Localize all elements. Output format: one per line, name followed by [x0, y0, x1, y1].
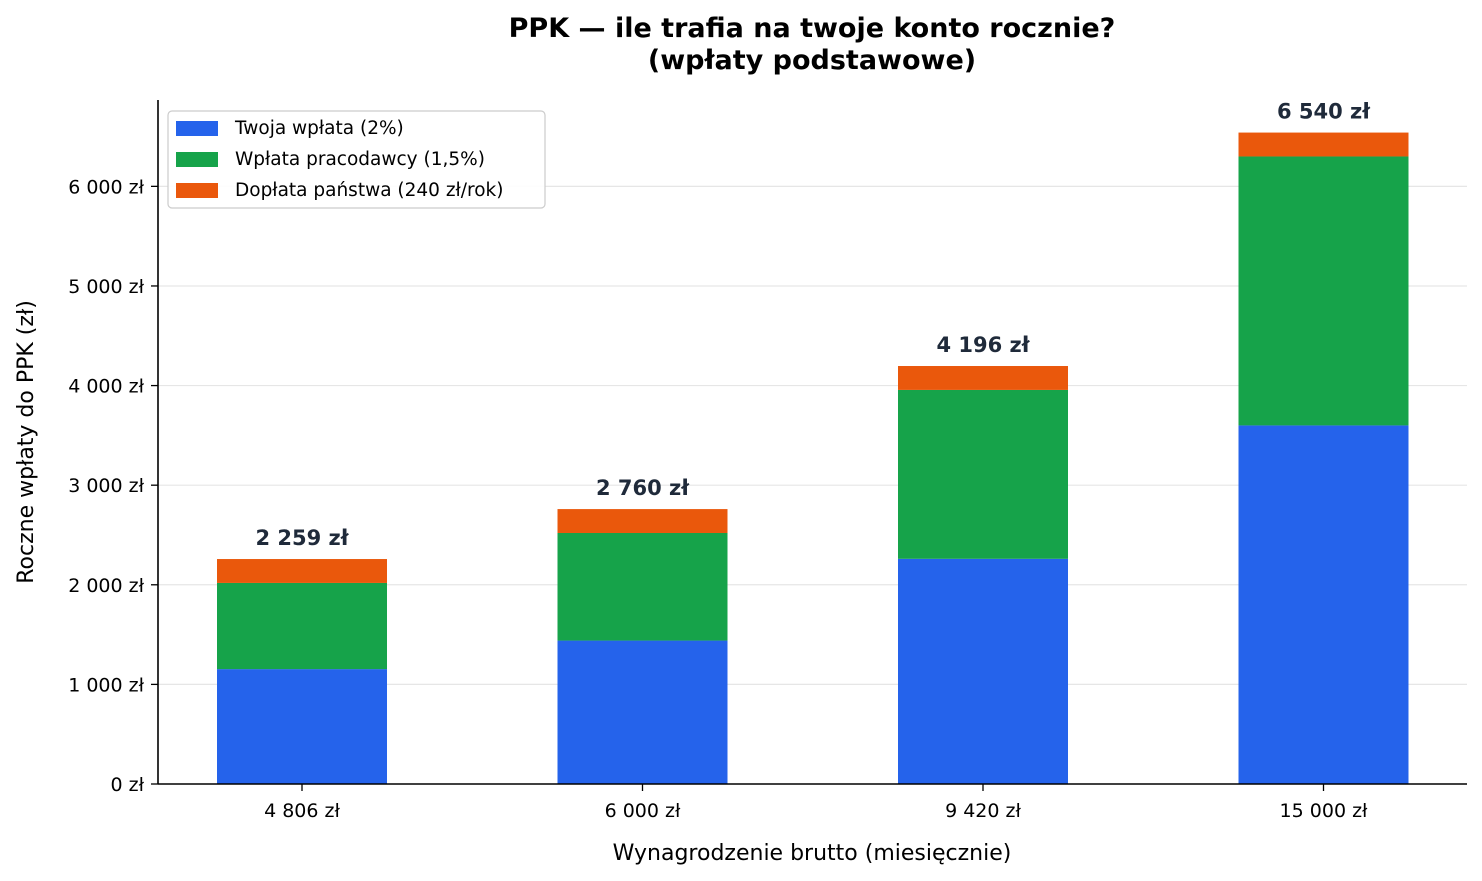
bar-segment [557, 509, 728, 533]
y-tick-label: 1 000 zł [68, 674, 144, 696]
x-tick-label: 15 000 zł [1280, 800, 1368, 822]
y-tick-label: 3 000 zł [68, 475, 144, 497]
y-tick-label: 2 000 zł [68, 575, 144, 597]
total-labels: 2 259 zł 2 760 zł 4 196 zł 6 540 zł [255, 100, 1371, 550]
chart-title-line-1: PPK — ile trafia na twoje konto rocznie? [509, 13, 1116, 44]
bar-segment [557, 532, 728, 641]
bar-segment [557, 640, 728, 784]
x-tick-label: 4 806 zł [264, 800, 340, 822]
legend-label: Dopłata państwa (240 zł/rok) [235, 180, 503, 201]
total-label: 4 196 zł [936, 333, 1030, 357]
x-tick-label: 6 000 zł [605, 800, 681, 822]
x-tick-label: 9 420 zł [945, 800, 1021, 822]
bar-segment [217, 669, 387, 784]
bar-segment [1238, 156, 1409, 426]
total-label: 2 259 zł [255, 526, 349, 550]
legend-box [167, 110, 546, 209]
total-label: 2 760 zł [596, 476, 690, 500]
chart-title-line-2: (wpłaty podstawowe) [648, 45, 976, 76]
bar-segment [217, 582, 387, 670]
y-axis-label: Roczne wpłaty do PPK (zł) [14, 300, 39, 584]
chart-title: PPK — ile trafia na twoje konto rocznie?… [509, 13, 1116, 76]
legend-label: Wpłata pracodawcy (1,5%) [235, 149, 485, 170]
y-ticks: 0 zł 1 000 zł 2 000 zł 3 000 zł 4 000 zł 5 00… [68, 176, 158, 796]
legend-swatch [176, 152, 218, 167]
legend-swatch [176, 183, 218, 198]
axes [157, 100, 1467, 785]
x-ticks: 4 806 zł 6 000 zł 9 420 zł 15 000 zł [264, 784, 1368, 822]
bar-segment [898, 389, 1068, 559]
x-axis-label: Wynagrodzenie brutto (miesięcznie) [613, 841, 1012, 866]
bar-segment [1238, 425, 1409, 784]
y-tick-label: 0 zł [110, 774, 144, 796]
y-tick-label: 6 000 zł [68, 176, 144, 198]
bar-segment [898, 558, 1068, 784]
legend: Twoja wpłata (2%) Wpłata pracodawcy (1,5%… [167, 110, 546, 209]
y-tick-label: 5 000 zł [68, 276, 144, 298]
bars [217, 132, 1409, 784]
total-label: 6 540 zł [1277, 100, 1371, 124]
bar-segment [898, 366, 1068, 390]
legend-swatch [176, 121, 218, 136]
bar-segment [1238, 132, 1409, 157]
legend-label: Twoja wpłata (2%) [234, 118, 404, 139]
bar-segment [217, 559, 387, 583]
y-tick-label: 4 000 zł [68, 376, 144, 398]
